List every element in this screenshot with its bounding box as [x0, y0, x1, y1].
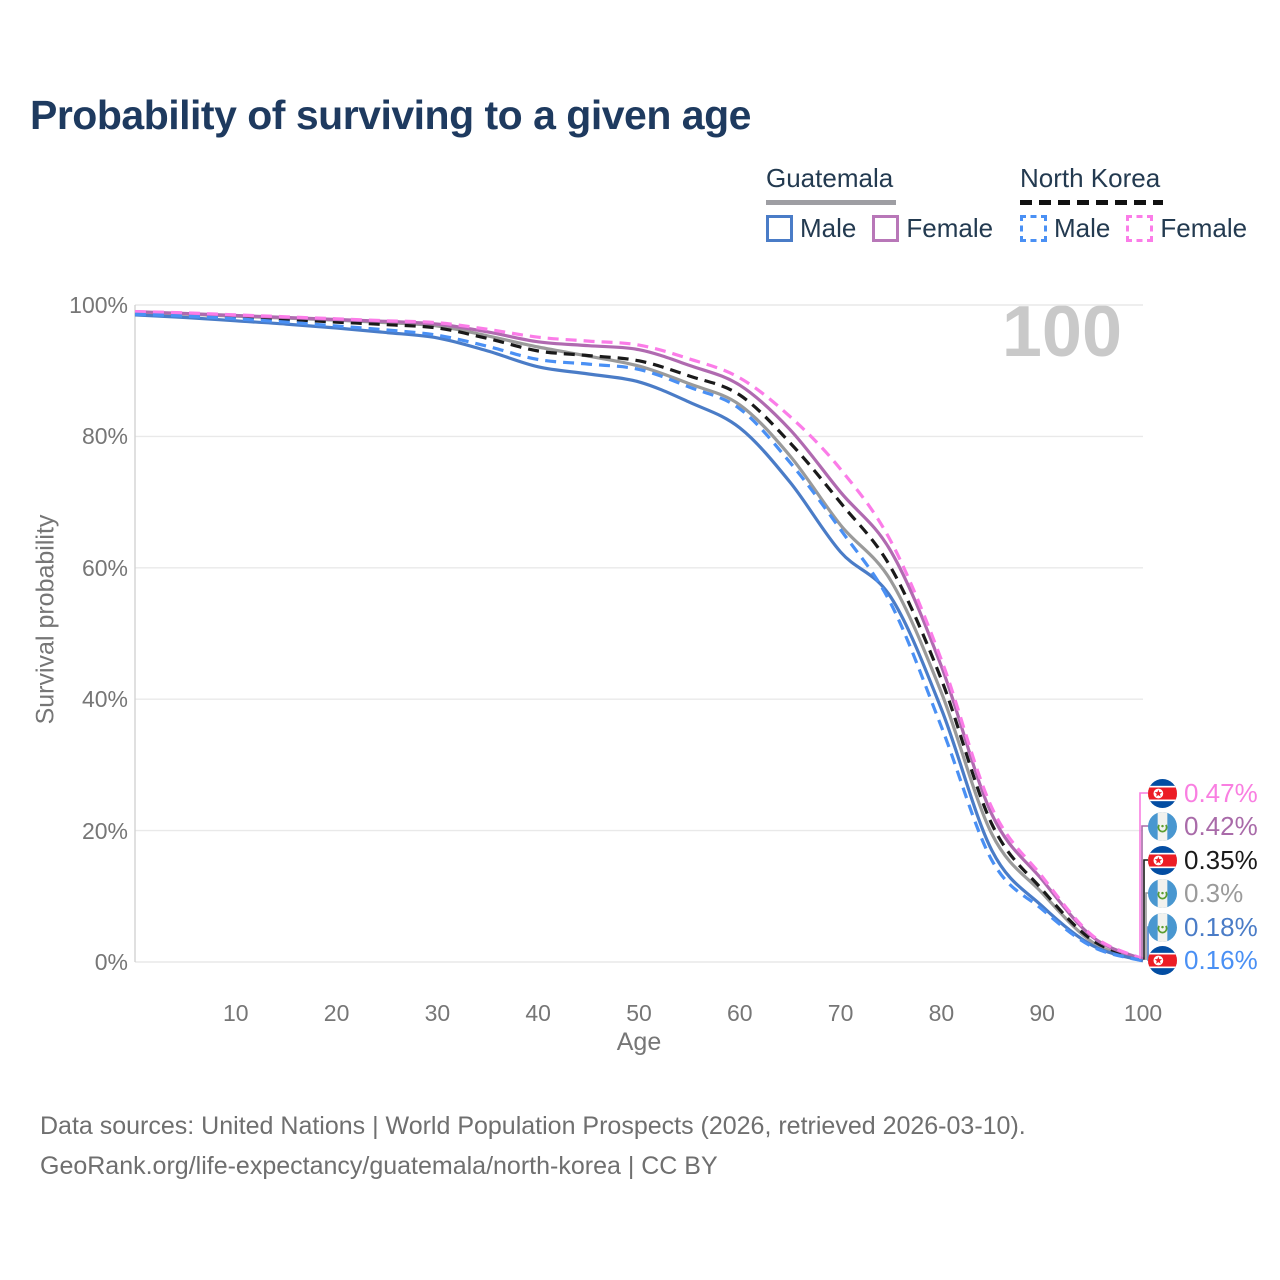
- end-label-row-guatemala-female: 0.42%: [1148, 811, 1258, 841]
- x-tick-label-20: 20: [323, 1000, 350, 1026]
- guatemala-flag-icon: [1148, 912, 1177, 942]
- legend-item-label: Male: [1054, 213, 1111, 243]
- x-tick-label-40: 40: [525, 1000, 551, 1026]
- legend-swatch-icon: [1126, 215, 1154, 242]
- series-line-north-korea-total[interactable]: [134, 311, 1144, 962]
- series-line-north-korea-male[interactable]: [134, 312, 1144, 963]
- legend-item-label: Female: [1160, 213, 1248, 243]
- legend-swatch-icon: [872, 215, 900, 242]
- end-label-value: 0.47%: [1184, 778, 1258, 808]
- end-label-value: 0.42%: [1184, 811, 1258, 841]
- x-tick-label-50: 50: [626, 1000, 652, 1026]
- y-tick-label-20: 20%: [81, 817, 128, 844]
- legend-item-guatemala-female[interactable]: Female: [872, 213, 993, 244]
- footer-data-sources: Data sources: United Nations | World Pop…: [40, 1112, 1026, 1140]
- legend-group-title: Guatemala: [766, 163, 894, 193]
- footer-attribution: Data sources: United Nations | World Pop…: [40, 1106, 1026, 1186]
- legend-group-title: North Korea: [1020, 163, 1161, 193]
- north-korea-flag-icon: [1148, 778, 1177, 808]
- legend-item-label: Female: [906, 213, 994, 243]
- end-label-value: 0.18%: [1184, 912, 1258, 942]
- legend-item-north-korea-male[interactable]: Male: [1020, 213, 1110, 244]
- x-tick-label-60: 60: [727, 1000, 753, 1026]
- y-tick-label-80: 80%: [81, 423, 128, 450]
- end-label-value: 0.35%: [1184, 845, 1258, 875]
- legend-item-north-korea-female[interactable]: Female: [1126, 213, 1247, 244]
- x-tick-label-80: 80: [928, 1000, 955, 1026]
- north-korea-flag-icon: [1148, 945, 1177, 975]
- footer-url-license: GeoRank.org/life-expectancy/guatemala/no…: [40, 1152, 718, 1180]
- x-tick-label-90: 90: [1029, 1000, 1055, 1026]
- north-korea-flag-icon: [1148, 845, 1177, 875]
- legend-line-style-sample: [766, 200, 896, 205]
- series-line-north-korea-female[interactable]: [134, 310, 1144, 961]
- watermark-age-100: 100: [1001, 292, 1122, 372]
- end-label-row-north-korea-female: 0.47%: [1148, 778, 1258, 808]
- guatemala-flag-icon: [1148, 811, 1177, 841]
- end-label-row-north-korea-male: 0.16%: [1148, 945, 1258, 975]
- legend-swatch-icon: [1020, 215, 1047, 242]
- x-axis-title: Age: [616, 1028, 662, 1056]
- page-title: Probability of surviving to a given age: [30, 92, 751, 138]
- y-axis-title: Survival probability: [31, 514, 60, 725]
- legend-item-guatemala-male[interactable]: Male: [766, 213, 856, 244]
- end-label-row-north-korea-total: 0.35%: [1148, 845, 1258, 875]
- x-tick-label-100: 100: [1123, 1000, 1163, 1026]
- end-label-value: 0.16%: [1184, 945, 1258, 975]
- end-label-row-guatemala-total: 0.3%: [1148, 878, 1243, 908]
- series-line-guatemala-male[interactable]: [134, 313, 1144, 963]
- x-tick-label-10: 10: [223, 1000, 249, 1026]
- x-tick-label-70: 70: [827, 1000, 854, 1026]
- legend-group-guatemala: Guatemala Male Female: [766, 163, 993, 244]
- guatemala-flag-icon: [1148, 878, 1177, 908]
- x-tick-label-30: 30: [424, 1000, 451, 1026]
- y-tick-label-0: 0%: [94, 949, 128, 975]
- legend-group-north-korea: North Korea Male Female: [1020, 163, 1247, 244]
- y-tick-label-40: 40%: [81, 686, 128, 713]
- y-tick-label-60: 60%: [81, 554, 128, 581]
- legend-item-label: Male: [800, 213, 857, 243]
- legend-swatch-icon: [766, 215, 793, 242]
- end-label-value: 0.3%: [1184, 878, 1244, 908]
- end-label-row-guatemala-male: 0.18%: [1148, 912, 1258, 942]
- y-tick-label-100: 100%: [69, 292, 128, 318]
- legend-line-style-sample: [1020, 200, 1163, 205]
